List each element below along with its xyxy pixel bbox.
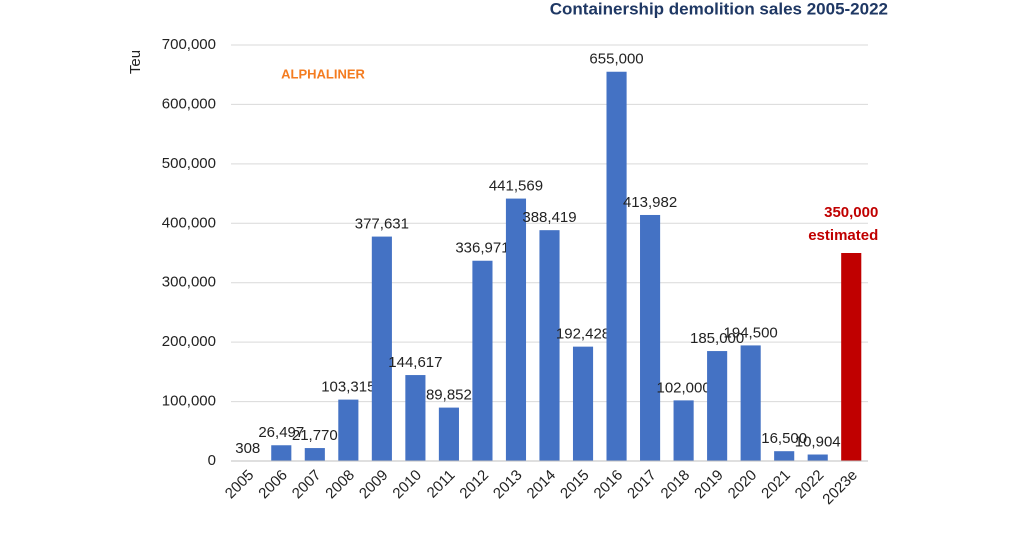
x-tick-label: 2014 [524,467,560,503]
data-label: 308 [235,440,260,457]
data-label: 26,497 [258,424,304,441]
data-label: 185,000 [690,330,744,347]
bar [405,375,426,461]
x-tick-label: 2005 [222,467,258,503]
data-label: 336,971 [455,240,509,257]
data-label: 21,770 [292,427,338,444]
x-tick-label: 2008 [322,467,358,503]
bar [338,399,359,461]
bar [841,253,862,461]
bar [606,71,627,461]
data-label: 10,904 [795,433,841,450]
data-label: 144,617 [388,354,442,371]
bar [707,351,728,461]
y-tick-label: 100,000 [162,393,216,410]
x-tick-label: 2009 [356,467,392,503]
bar [438,407,459,461]
x-tick-label: 2019 [691,467,727,503]
x-tick-label: 2006 [255,467,291,503]
x-tick-label: 2021 [758,467,794,503]
y-tick-label: 400,000 [162,214,216,231]
x-tick-label: 2023e [819,467,861,509]
bar [472,260,493,461]
data-label: 16,500 [761,430,807,447]
estimate-note: estimated [808,227,878,244]
data-label: 350,000 [824,204,878,221]
data-label: 192,428 [556,326,610,343]
bar [572,346,594,461]
annotation: ALPHALINER [281,66,365,81]
data-label: 194,500 [724,324,778,341]
x-tick-label: 2007 [289,467,325,503]
x-tick-label: 2013 [490,467,526,503]
bar [371,236,392,461]
bar [271,445,292,461]
data-label: 413,982 [623,194,677,211]
x-tick-label: 2010 [389,467,425,503]
data-label: 441,569 [489,178,543,195]
data-label: 377,631 [355,216,409,233]
bar [774,451,795,461]
bar [740,345,761,461]
x-tick-label: 2018 [658,467,694,503]
bar [304,448,325,461]
y-axis-label: Teu [127,50,144,74]
x-tick-label: 2011 [424,467,459,502]
y-tick-label: 600,000 [162,95,216,112]
data-label: 103,315 [321,379,375,396]
y-tick-label: 0 [208,452,216,469]
bar [505,198,527,461]
y-tick-label: 500,000 [162,155,216,172]
data-label: 388,419 [522,209,576,226]
bar [673,400,694,461]
data-label: 102,000 [656,379,710,396]
y-tick-label: 700,000 [162,36,216,53]
data-label: 655,000 [589,51,643,68]
x-tick-label: 2012 [456,467,492,503]
x-tick-label: 2020 [725,467,761,503]
bar [640,214,661,461]
x-tick-label: 2015 [557,467,593,503]
y-tick-label: 200,000 [162,333,216,350]
chart-title: Containership demolition sales 2005-2022 [550,0,888,18]
bar [539,230,560,461]
x-tick-label: 2016 [591,467,627,503]
data-label: 89,852 [426,387,472,404]
x-tick-label: 2017 [624,467,660,503]
y-tick-label: 300,000 [162,274,216,291]
bar [807,454,828,461]
